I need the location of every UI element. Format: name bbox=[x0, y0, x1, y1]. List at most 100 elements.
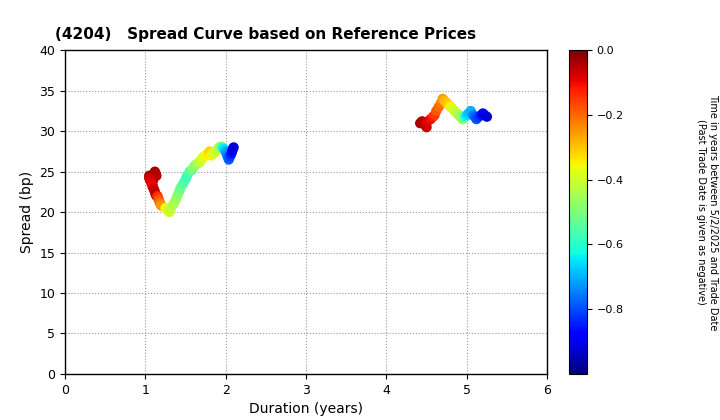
Point bbox=[210, 148, 222, 155]
Point bbox=[463, 110, 474, 117]
Point bbox=[194, 159, 206, 165]
Point bbox=[481, 113, 492, 120]
Point bbox=[427, 113, 438, 120]
Point bbox=[437, 95, 449, 102]
Point bbox=[416, 118, 428, 125]
Point bbox=[467, 112, 479, 118]
Point bbox=[217, 144, 228, 151]
Point bbox=[202, 150, 214, 157]
Point bbox=[146, 178, 158, 185]
Point bbox=[181, 172, 193, 179]
Point bbox=[177, 181, 189, 187]
Point bbox=[431, 108, 442, 114]
Point bbox=[213, 144, 225, 151]
Point bbox=[415, 120, 426, 126]
Point bbox=[148, 184, 159, 191]
Point bbox=[197, 154, 209, 160]
Point bbox=[168, 201, 179, 207]
Point bbox=[165, 205, 176, 211]
Point bbox=[220, 150, 232, 156]
Point bbox=[419, 121, 431, 128]
Point bbox=[143, 175, 155, 181]
Point bbox=[420, 121, 431, 128]
Point bbox=[147, 181, 158, 187]
Point bbox=[441, 100, 452, 106]
Point bbox=[148, 172, 160, 179]
Point bbox=[418, 120, 429, 126]
Point bbox=[154, 199, 166, 206]
Point bbox=[155, 201, 166, 207]
Point bbox=[148, 176, 159, 183]
Point bbox=[148, 186, 160, 193]
Point bbox=[457, 116, 469, 123]
Point bbox=[144, 176, 156, 183]
Point bbox=[149, 189, 161, 195]
Point bbox=[160, 205, 171, 211]
Point bbox=[163, 209, 175, 215]
Point bbox=[451, 110, 463, 117]
Point bbox=[436, 100, 447, 106]
Point bbox=[445, 104, 456, 110]
Point bbox=[422, 118, 433, 125]
Point bbox=[454, 113, 466, 120]
Point bbox=[144, 174, 156, 181]
Point bbox=[147, 183, 158, 189]
Point bbox=[149, 168, 161, 175]
Point bbox=[204, 148, 215, 155]
Point bbox=[150, 192, 162, 199]
Point bbox=[189, 162, 201, 168]
Point bbox=[186, 167, 197, 173]
Point bbox=[192, 160, 203, 167]
Point bbox=[196, 156, 207, 163]
Point bbox=[223, 156, 235, 163]
Point bbox=[143, 172, 155, 179]
Point bbox=[469, 113, 481, 120]
Point bbox=[226, 148, 238, 155]
Point bbox=[171, 192, 183, 199]
Point bbox=[459, 113, 471, 120]
Point bbox=[475, 112, 487, 118]
Point bbox=[224, 154, 235, 160]
Point bbox=[184, 168, 195, 175]
Point bbox=[417, 118, 428, 125]
Point bbox=[446, 105, 458, 112]
Point bbox=[225, 150, 237, 157]
Point bbox=[150, 172, 162, 179]
Point bbox=[477, 110, 489, 117]
Point bbox=[170, 197, 181, 203]
Point bbox=[220, 148, 231, 155]
Point bbox=[174, 189, 185, 195]
Point bbox=[444, 102, 455, 109]
Text: (4204)   Spread Curve based on Reference Prices: (4204) Spread Curve based on Reference P… bbox=[55, 27, 476, 42]
Point bbox=[420, 124, 432, 131]
Point bbox=[418, 120, 430, 126]
Point bbox=[188, 164, 199, 171]
Point bbox=[225, 152, 236, 159]
Point bbox=[222, 154, 234, 160]
Point bbox=[429, 112, 441, 118]
Point bbox=[438, 97, 450, 104]
Y-axis label: Spread (bp): Spread (bp) bbox=[19, 171, 34, 253]
Point bbox=[153, 197, 165, 203]
Point bbox=[145, 178, 156, 185]
Point bbox=[220, 148, 231, 155]
Point bbox=[146, 181, 158, 187]
Y-axis label: Time in years between 5/2/2025 and Trade Date
(Past Trade Date is given as negat: Time in years between 5/2/2025 and Trade… bbox=[696, 94, 718, 330]
Point bbox=[433, 104, 444, 110]
Point bbox=[145, 176, 156, 183]
Point bbox=[425, 116, 436, 123]
Point bbox=[175, 184, 186, 191]
X-axis label: Duration (years): Duration (years) bbox=[249, 402, 363, 416]
Point bbox=[473, 113, 485, 120]
Point bbox=[461, 112, 472, 118]
Point bbox=[212, 146, 223, 152]
Point bbox=[150, 170, 161, 177]
Point bbox=[162, 207, 174, 214]
Point bbox=[218, 146, 230, 152]
Point bbox=[150, 191, 161, 198]
Point bbox=[151, 192, 163, 199]
Point bbox=[215, 143, 227, 150]
Point bbox=[453, 112, 464, 118]
Point bbox=[227, 146, 238, 152]
Point bbox=[153, 194, 164, 201]
